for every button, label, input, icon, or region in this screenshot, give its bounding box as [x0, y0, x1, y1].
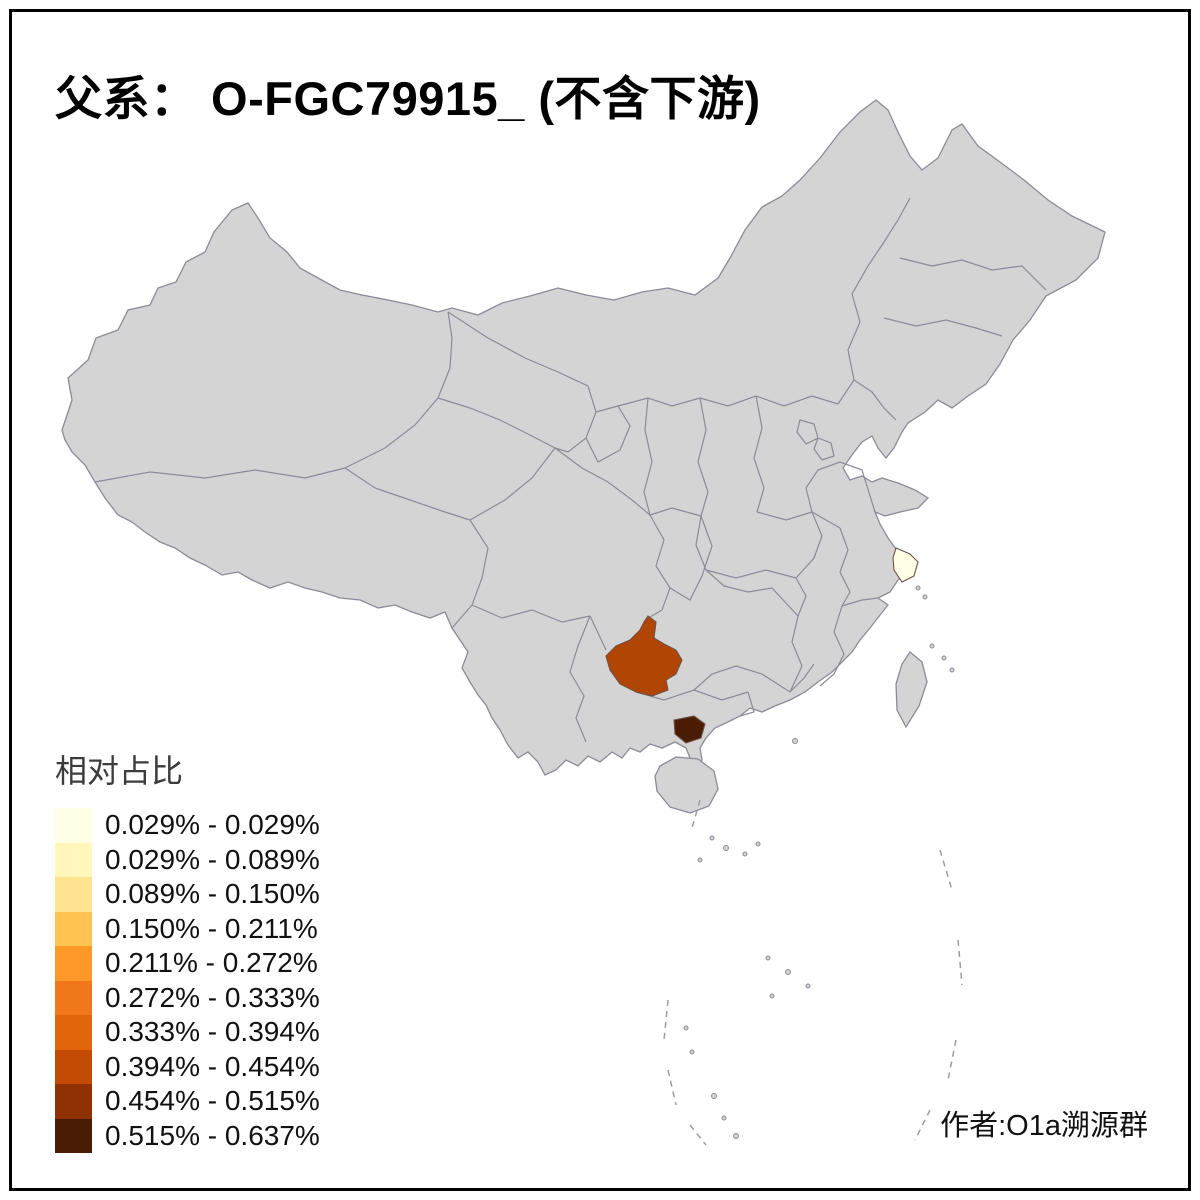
legend-row: 0.029% - 0.089%: [55, 842, 320, 877]
legend-row: 0.272% - 0.333%: [55, 980, 320, 1015]
legend-label: 0.029% - 0.089%: [105, 843, 320, 875]
attribution-text: 作者:O1a溯源群: [940, 1110, 1148, 1142]
mainland-china: [61, 99, 1106, 776]
legend-label: 0.333% - 0.394%: [105, 1016, 320, 1048]
highlight-yangtze-delta-municipality: [892, 547, 919, 583]
legend-label: 0.272% - 0.333%: [105, 981, 320, 1013]
legend-row: 0.211% - 0.272%: [55, 946, 320, 981]
legend-swatch: [55, 1049, 92, 1084]
legend-row: 0.333% - 0.394%: [55, 1015, 320, 1050]
legend-swatch: [55, 980, 92, 1015]
legend-row: 0.454% - 0.515%: [55, 1084, 320, 1119]
legend-label: 0.150% - 0.211%: [105, 912, 318, 944]
legend-rows: 0.029% - 0.029% 0.029% - 0.089% 0.089% -…: [55, 808, 320, 1153]
legend-swatch: [55, 1015, 92, 1050]
legend-swatch: [55, 946, 92, 981]
legend-label: 0.454% - 0.515%: [105, 1085, 320, 1117]
province-borders: [94, 197, 1047, 743]
hainan-island: [654, 756, 719, 814]
legend-swatch: [55, 911, 92, 946]
legend-swatch: [55, 808, 92, 843]
small-islands: [683, 585, 955, 1139]
highlight-southwest-province: [605, 615, 683, 697]
legend-swatch: [55, 877, 92, 912]
legend-row: 0.150% - 0.211%: [55, 911, 320, 946]
legend-swatch: [55, 1118, 92, 1153]
legend-label: 0.394% - 0.454%: [105, 1050, 320, 1082]
legend-swatch: [55, 842, 92, 877]
legend-swatch: [55, 1084, 92, 1119]
map-title: 父系： O-FGC79915_ (不含下游): [55, 72, 761, 125]
legend-title: 相对占比: [55, 753, 184, 789]
legend-label: 0.211% - 0.272%: [105, 947, 318, 979]
legend-label: 0.089% - 0.150%: [105, 878, 320, 910]
legend-row: 0.089% - 0.150%: [55, 877, 320, 912]
legend-row: 0.394% - 0.454%: [55, 1049, 320, 1084]
legend: 相对占比 0.029% - 0.029% 0.029% - 0.089% 0.0…: [55, 746, 320, 1153]
legend-label: 0.029% - 0.029%: [105, 809, 320, 841]
legend-row: 0.029% - 0.029%: [55, 808, 320, 843]
taiwan-island: [895, 651, 928, 729]
sea-boundary-dashes: [663, 799, 963, 1146]
legend-row: 0.515% - 0.637%: [55, 1118, 320, 1153]
highlight-south-coast-region: [673, 715, 706, 744]
legend-label: 0.515% - 0.637%: [105, 1119, 320, 1151]
